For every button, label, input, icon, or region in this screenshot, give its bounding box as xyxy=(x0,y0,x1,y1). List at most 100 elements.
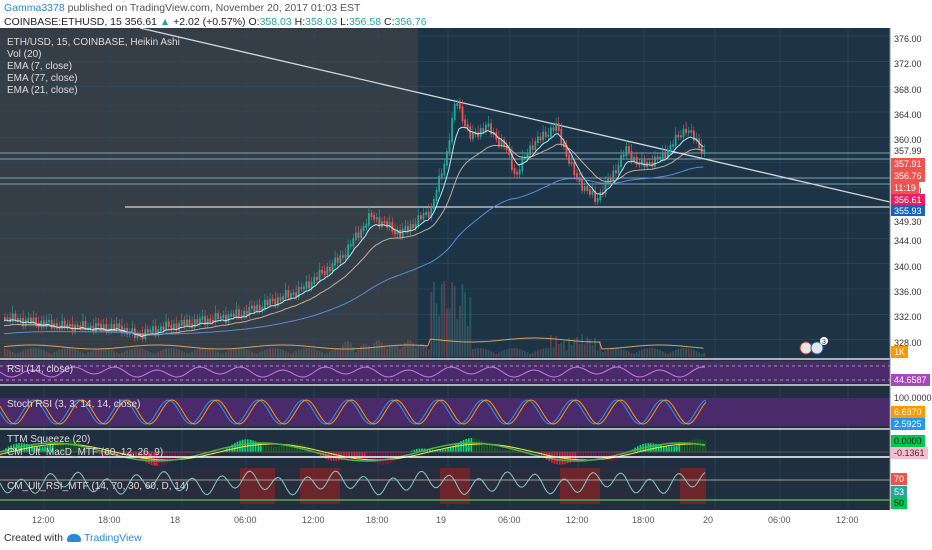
volume-bar xyxy=(66,348,69,357)
ttm-bar xyxy=(28,444,31,452)
candle-body xyxy=(284,290,287,299)
ttm-bar xyxy=(665,446,668,452)
flag-icon[interactable] xyxy=(799,341,813,355)
chart-canvas[interactable]: 3 xyxy=(0,28,932,516)
candle-body xyxy=(110,324,113,331)
ttm-bar xyxy=(78,441,80,452)
candle-body xyxy=(219,316,222,319)
legend-ema7[interactable]: EMA (7, close) xyxy=(7,61,73,72)
volume-bar xyxy=(154,352,157,357)
candle-body xyxy=(152,326,154,332)
candle-body xyxy=(589,189,591,195)
volume-bar xyxy=(388,346,391,357)
volume-bar xyxy=(547,348,550,357)
volume-bar xyxy=(323,353,326,357)
event-icons[interactable]: 3 xyxy=(799,337,828,355)
candle-body xyxy=(282,296,284,301)
ttm-bar xyxy=(161,452,163,466)
legend-main[interactable]: ETH/USD, 15, COINBASE, Heikin Ashi xyxy=(7,37,180,48)
price-tick: 360.00 xyxy=(894,135,922,146)
macd-title[interactable]: CM_Ult_MacD_MTF (60, 12, 26, 9) xyxy=(7,447,164,458)
volume-bar xyxy=(92,349,95,357)
volume-bar xyxy=(602,351,604,357)
ttm-bar xyxy=(41,446,44,452)
ttm-bar xyxy=(475,438,478,452)
volume-bar xyxy=(643,348,646,357)
ttm-bar xyxy=(291,443,293,452)
volume-bar xyxy=(680,348,682,357)
ttm-bar xyxy=(442,449,444,452)
stoch-value-3: 2.5925 xyxy=(891,418,925,430)
volume-bar xyxy=(544,348,547,357)
volume-bar xyxy=(513,348,516,357)
volume-bar xyxy=(435,303,438,357)
candle-body xyxy=(396,229,399,235)
volume-bar xyxy=(654,348,656,357)
trendline[interactable] xyxy=(139,28,891,203)
ttm-title[interactable]: TTM Squeeze (20) xyxy=(7,434,91,445)
ttm-bar xyxy=(343,452,345,460)
volume-bar xyxy=(607,349,609,357)
volume-bar xyxy=(565,350,568,357)
price-tick: 344.00 xyxy=(894,236,922,247)
ttm-bar xyxy=(182,452,184,456)
volume-bar xyxy=(271,348,274,357)
ttm-value-label: 0.0000 xyxy=(891,435,925,447)
legend-ema77[interactable]: EMA (77, close) xyxy=(7,73,78,84)
stoch-d-line xyxy=(0,399,707,425)
candle-body xyxy=(331,263,334,272)
volume-bar xyxy=(222,353,225,357)
candle-body xyxy=(570,161,573,164)
author-link[interactable]: Gamma3378 xyxy=(4,2,65,14)
stoch-title[interactable]: Stoch RSI (3, 3, 14, 14, close) xyxy=(7,399,141,410)
ttm-bar xyxy=(127,452,129,455)
volume-bar xyxy=(58,349,61,357)
rsimtf-title[interactable]: CM_Ult_RSI_MTF (14, 70, 30, 60, D, 14) xyxy=(7,481,189,492)
rsi-mtf-bg xyxy=(0,468,706,504)
candle-body xyxy=(685,128,687,134)
ttm-bar xyxy=(62,440,64,452)
candle-body xyxy=(217,312,219,319)
volume-bar xyxy=(375,340,378,357)
ttm-bar xyxy=(98,452,101,455)
volume-bar xyxy=(240,348,243,357)
price-label: 349.30 xyxy=(891,216,925,228)
candle-body xyxy=(529,145,531,156)
volume-bar xyxy=(100,348,102,357)
price-label: 355.93 xyxy=(891,205,925,217)
candle-body xyxy=(24,319,27,327)
open-value: 358.03 xyxy=(259,16,292,28)
flag-icon-2[interactable] xyxy=(810,341,824,355)
ttm-bar xyxy=(600,452,603,460)
candle-body xyxy=(266,300,269,306)
rsi-title[interactable]: RSI (14, close) xyxy=(7,364,74,375)
time-tick: 18:00 xyxy=(632,515,655,525)
volume-bar xyxy=(550,335,552,357)
volume-bar xyxy=(331,350,334,357)
candle-body xyxy=(550,127,552,137)
volume-bar xyxy=(79,351,82,357)
volume-bar xyxy=(326,352,329,357)
legend-ema21[interactable]: EMA (21, close) xyxy=(7,85,78,96)
legend-vol[interactable]: Vol (20) xyxy=(7,49,42,60)
tradingview-link[interactable]: TradingView xyxy=(83,532,142,544)
candle-body xyxy=(524,156,526,160)
volume-bar xyxy=(617,348,620,357)
volume-bar xyxy=(217,351,219,357)
candle-body xyxy=(235,309,238,317)
volume-bar xyxy=(22,350,24,357)
volume-bar xyxy=(108,349,110,357)
volume-bar xyxy=(638,350,641,357)
ttm-bar xyxy=(683,442,686,452)
ttm-bar xyxy=(351,452,353,458)
ttm-bar xyxy=(436,450,439,452)
shaded-zone-right xyxy=(418,28,890,358)
ttm-bar xyxy=(179,452,181,457)
volume-bar xyxy=(472,348,474,357)
ttm-bar xyxy=(278,446,280,452)
volume-bar xyxy=(474,348,477,357)
ttm-bar xyxy=(579,452,582,459)
candle-body xyxy=(147,329,149,333)
candle-body xyxy=(383,221,386,224)
symbol-label: COINBASE:ETHUSD, 15 xyxy=(4,16,122,28)
